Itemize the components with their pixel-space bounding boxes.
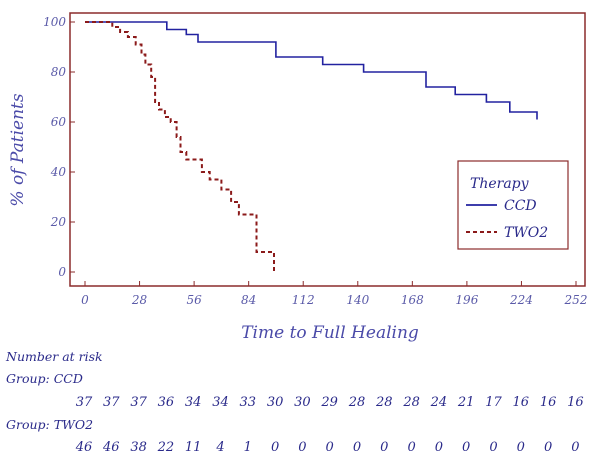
risk-count: 0	[407, 440, 416, 455]
x-tick-label: 0	[81, 293, 89, 307]
x-tick-label: 84	[241, 293, 256, 307]
risk-count: 36	[157, 395, 175, 410]
risk-count: 0	[516, 440, 525, 455]
risk-count: 0	[434, 440, 444, 455]
risk-row-ccd: 37 37 37 36 34 34 33 30 30 29 28 28 28 24 21 17 16 16 16	[0, 395, 591, 411]
risk-count: 16	[512, 395, 530, 410]
risk-count: 46	[103, 440, 120, 455]
x-tick-label: 224	[509, 293, 533, 307]
risk-count: 28	[403, 395, 420, 410]
legend: Therapy CCD TWO2	[457, 160, 569, 250]
series-layer	[85, 21, 538, 273]
risk-count: 0	[380, 440, 389, 455]
risk-count: 21	[457, 395, 475, 410]
legend-label-two2: TWO2	[504, 225, 548, 241]
risk-count: 4	[216, 440, 225, 455]
y-tick-label: 20	[50, 215, 67, 229]
x-tick-label: 140	[346, 293, 369, 307]
risk-count: 28	[376, 395, 393, 410]
risk-count: 34	[212, 395, 229, 410]
plot-frame	[69, 12, 586, 287]
x-tick-label: 168	[401, 293, 424, 307]
x-axis-label: Time to Full Healing	[241, 323, 419, 343]
risk-count: 34	[184, 395, 202, 410]
series-line-two2	[85, 21, 276, 273]
y-axis: 0 20 40 60 80 100	[43, 15, 75, 279]
risk-count: 33	[239, 395, 257, 410]
legend-label-ccd: CCD	[504, 198, 537, 214]
x-tick-label: 28	[131, 293, 148, 307]
risk-count: 0	[298, 440, 307, 455]
risk-count: 0	[462, 440, 471, 455]
risk-count: 22	[157, 440, 175, 455]
risk-count: 38	[130, 440, 147, 455]
series-line-ccd	[85, 21, 538, 120]
km-chart: 0 28 56 84 112 140 168 196 224 252 0 20 40 60 80 100 T…	[8, 12, 587, 343]
risk-count: 0	[489, 440, 498, 455]
risk-table-title: Number at risk	[6, 349, 103, 364]
risk-count: 0	[270, 440, 280, 455]
y-tick-label: 80	[51, 65, 67, 79]
risk-group-label-two2: Group: TWO2	[6, 417, 94, 432]
risk-row-two2: 46 46 38 22 11 4 1 0 0 0 0 0 0 0 0 0 0 0 0	[0, 440, 591, 456]
y-tick-label: 60	[51, 115, 67, 129]
risk-count: 46	[75, 440, 93, 455]
y-tick-label: 0	[58, 265, 66, 279]
x-tick-label: 112	[292, 293, 315, 307]
x-tick-label: 252	[564, 293, 588, 307]
risk-count: 37	[103, 395, 120, 410]
risk-count: 37	[75, 395, 93, 410]
x-tick-label: 56	[186, 293, 202, 307]
risk-count: 0	[352, 440, 362, 455]
risk-group-label-ccd: Group: CCD	[6, 371, 83, 386]
risk-count: 17	[485, 395, 502, 410]
y-axis-label: % of Patients	[8, 93, 28, 206]
risk-count: 0	[543, 440, 553, 455]
legend-title: Therapy	[470, 176, 530, 192]
risk-count: 16	[567, 395, 584, 410]
risk-count: 16	[539, 395, 557, 410]
risk-count: 37	[130, 395, 147, 410]
risk-count: 30	[294, 395, 311, 410]
risk-count: 24	[430, 395, 448, 410]
risk-count: 28	[348, 395, 366, 410]
risk-count: 29	[321, 395, 338, 410]
risk-count: 0	[571, 440, 580, 455]
y-tick-label: 100	[43, 15, 66, 29]
risk-count: 11	[184, 440, 202, 455]
x-tick-label: 196	[455, 293, 478, 307]
risk-count: 30	[266, 395, 284, 410]
y-tick-label: 40	[50, 165, 67, 179]
risk-count: 0	[325, 440, 334, 455]
x-axis: 0 28 56 84 112 140 168 196 224 252	[81, 281, 587, 307]
risk-count: 1	[243, 440, 252, 455]
